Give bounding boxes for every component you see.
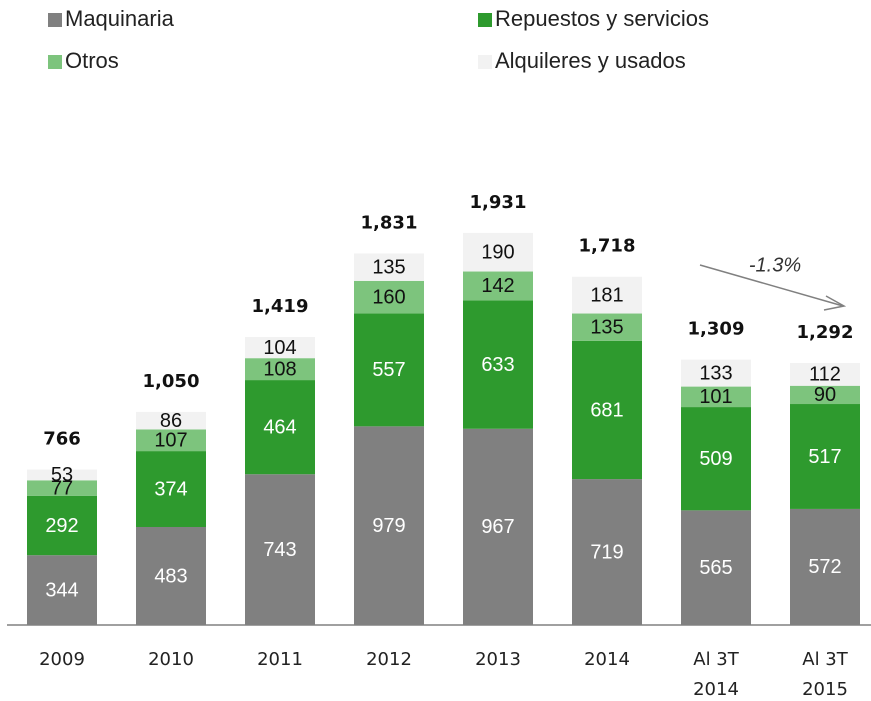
bar-segment [463,428,533,625]
bar-segment [27,469,97,481]
x-tick-label: 2011 [257,649,303,670]
bar-segment [790,404,860,509]
bar-segment [790,363,860,386]
bar-segment [572,276,642,314]
value-label: 142 [481,275,514,297]
bar-segment [245,474,315,625]
bar-segment [354,313,424,427]
legend-swatch [478,55,492,69]
value-label: 104 [263,337,296,359]
bar-segment [136,451,206,527]
bar-segment [136,429,206,452]
x-tick-label: 2012 [366,649,412,670]
bar-segment [681,510,751,625]
total-label: 1,931 [470,192,527,213]
x-tick-label: 2010 [148,649,194,670]
value-label: 572 [808,556,841,578]
value-label: 107 [154,430,187,452]
x-tick-label: 2014 [584,649,630,670]
value-label: 743 [263,539,296,561]
value-label: 344 [45,579,78,601]
value-label: 101 [699,386,732,408]
bar-segment [136,411,206,430]
bar-segment [572,479,642,625]
bar-segment [790,508,860,625]
bar-segment [354,253,424,281]
total-label: 1,718 [579,235,636,256]
total-label: 1,292 [797,322,854,343]
value-label: 979 [372,515,405,537]
legend-swatch [48,55,62,69]
bar-segment [463,232,533,272]
value-label: 464 [263,416,296,438]
value-label: 517 [808,446,841,468]
bar-segment [245,358,315,381]
value-label: 86 [160,410,182,432]
x-tick-label: 2013 [475,649,521,670]
arrow-head [823,295,847,311]
bar-segment [790,385,860,405]
bar-segment [27,480,97,496]
value-label: 90 [814,384,836,406]
value-label: 160 [372,286,405,308]
legend-swatch [478,13,492,27]
bar-segment [245,380,315,475]
annotation-arrow [699,264,844,307]
bar-segment [27,495,97,556]
legend-label: Otros [65,48,119,73]
value-label: 77 [51,477,73,499]
total-label: 766 [43,429,81,450]
value-label: 483 [154,565,187,587]
bar-segment [572,313,642,341]
value-label: 112 [809,364,841,386]
value-label: 135 [590,317,623,339]
value-label: 681 [590,399,623,421]
bar-segment [681,386,751,408]
value-label: 633 [481,354,514,376]
value-label: 565 [699,557,732,579]
bar-segment [463,300,533,429]
value-label: 719 [590,541,623,563]
total-label: 1,831 [361,212,418,233]
x-tick-label: Al 3T 2014 [693,649,739,700]
bar-segment [245,337,315,359]
x-tick-label: Al 3T 2015 [802,649,848,700]
value-label: 509 [699,448,732,470]
value-label: 557 [372,359,405,381]
total-label: 1,050 [143,371,200,392]
value-label: 181 [590,284,623,306]
value-label: 967 [481,516,514,538]
bar-segment [354,280,424,314]
bar-segment [27,555,97,625]
bar-segment [572,340,642,480]
bar-segment [681,407,751,511]
legend-label: Repuestos y servicios [495,6,709,31]
value-label: 133 [699,362,732,384]
x-tick-label: 2009 [39,649,85,670]
annotation: -1.3% [749,254,801,276]
value-label: 108 [263,358,296,380]
value-label: 53 [51,464,73,486]
bar-segment [463,271,533,301]
value-label: 135 [372,256,405,278]
legend-label: Maquinaria [65,6,175,31]
total-label: 1,309 [688,318,745,339]
legend-swatch [48,13,62,27]
value-label: 190 [481,242,514,264]
legend-label: Alquileres y usados [495,48,686,73]
value-label: 292 [45,515,78,537]
bar-segment [136,526,206,625]
bar-segment [681,359,751,387]
total-label: 1,419 [252,296,309,317]
value-label: 374 [154,478,187,500]
bar-segment [354,426,424,625]
